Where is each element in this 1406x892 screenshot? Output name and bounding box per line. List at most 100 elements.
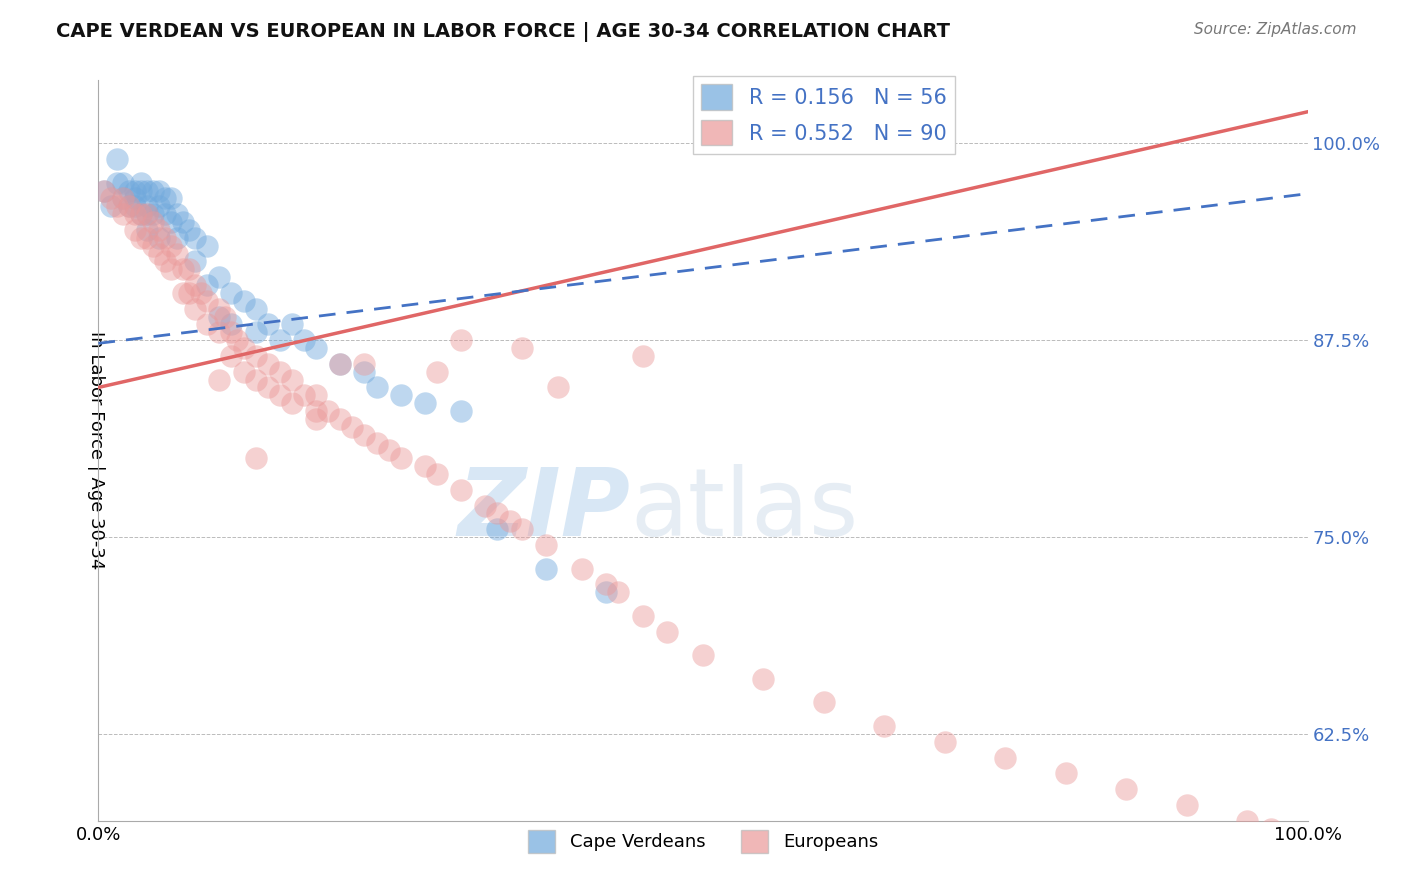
Point <box>160 238 183 252</box>
Point <box>208 301 231 316</box>
Point <box>474 499 496 513</box>
Point <box>256 380 278 394</box>
Point <box>184 231 207 245</box>
Point <box>135 231 157 245</box>
Point <box>813 696 835 710</box>
Point <box>1115 782 1137 797</box>
Point <box>366 435 388 450</box>
Point <box>377 443 399 458</box>
Point <box>129 184 152 198</box>
Point <box>160 262 183 277</box>
Point <box>450 483 472 497</box>
Point <box>245 349 267 363</box>
Point <box>135 184 157 198</box>
Point <box>160 215 183 229</box>
Point <box>105 199 128 213</box>
Text: atlas: atlas <box>630 464 859 556</box>
Point <box>450 333 472 347</box>
Point <box>148 231 170 245</box>
Point <box>245 451 267 466</box>
Point <box>413 459 436 474</box>
Point <box>269 365 291 379</box>
Point <box>124 199 146 213</box>
Point <box>281 396 304 410</box>
Point <box>426 467 449 481</box>
Point <box>269 388 291 402</box>
Point <box>1054 766 1077 780</box>
Point <box>166 231 188 245</box>
Point <box>135 199 157 213</box>
Point <box>245 326 267 340</box>
Point <box>195 318 218 332</box>
Point <box>281 373 304 387</box>
Point <box>166 246 188 260</box>
Point <box>221 326 243 340</box>
Point <box>100 199 122 213</box>
Point <box>329 357 352 371</box>
Point <box>232 341 254 355</box>
Point <box>135 207 157 221</box>
Point <box>994 750 1017 764</box>
Point <box>111 191 134 205</box>
Point <box>129 231 152 245</box>
Point <box>305 412 328 426</box>
Point <box>208 270 231 285</box>
Point <box>329 357 352 371</box>
Point <box>389 451 412 466</box>
Point <box>190 285 212 300</box>
Point <box>93 184 115 198</box>
Point <box>208 326 231 340</box>
Point <box>607 585 630 599</box>
Point <box>142 238 165 252</box>
Point <box>292 388 315 402</box>
Point <box>366 380 388 394</box>
Point <box>142 207 165 221</box>
Point <box>142 184 165 198</box>
Point <box>160 191 183 205</box>
Point <box>1236 814 1258 828</box>
Point <box>208 310 231 324</box>
Point <box>208 373 231 387</box>
Point <box>595 577 617 591</box>
Point <box>129 207 152 221</box>
Point <box>184 301 207 316</box>
Point <box>510 522 533 536</box>
Point <box>179 262 201 277</box>
Point <box>486 522 509 536</box>
Point <box>329 412 352 426</box>
Point <box>124 184 146 198</box>
Point <box>195 293 218 308</box>
Point <box>118 199 141 213</box>
Point <box>148 184 170 198</box>
Point <box>631 349 654 363</box>
Point <box>245 301 267 316</box>
Point <box>124 223 146 237</box>
Point <box>281 318 304 332</box>
Point <box>498 514 520 528</box>
Point <box>184 278 207 293</box>
Point <box>389 388 412 402</box>
Point <box>873 719 896 733</box>
Point <box>129 207 152 221</box>
Point <box>105 152 128 166</box>
Point <box>534 561 557 575</box>
Point <box>534 538 557 552</box>
Legend: Cape Verdeans, Europeans: Cape Verdeans, Europeans <box>520 823 886 860</box>
Y-axis label: In Labor Force | Age 30-34: In Labor Force | Age 30-34 <box>87 331 105 570</box>
Point <box>934 735 956 749</box>
Point <box>111 207 134 221</box>
Point <box>655 624 678 639</box>
Point <box>153 254 176 268</box>
Point <box>631 608 654 623</box>
Point <box>305 388 328 402</box>
Point <box>305 404 328 418</box>
Point <box>195 278 218 293</box>
Point <box>142 215 165 229</box>
Point <box>221 285 243 300</box>
Point <box>111 191 134 205</box>
Point <box>172 285 194 300</box>
Point <box>752 672 775 686</box>
Point <box>316 404 339 418</box>
Point <box>1175 797 1198 812</box>
Point <box>195 238 218 252</box>
